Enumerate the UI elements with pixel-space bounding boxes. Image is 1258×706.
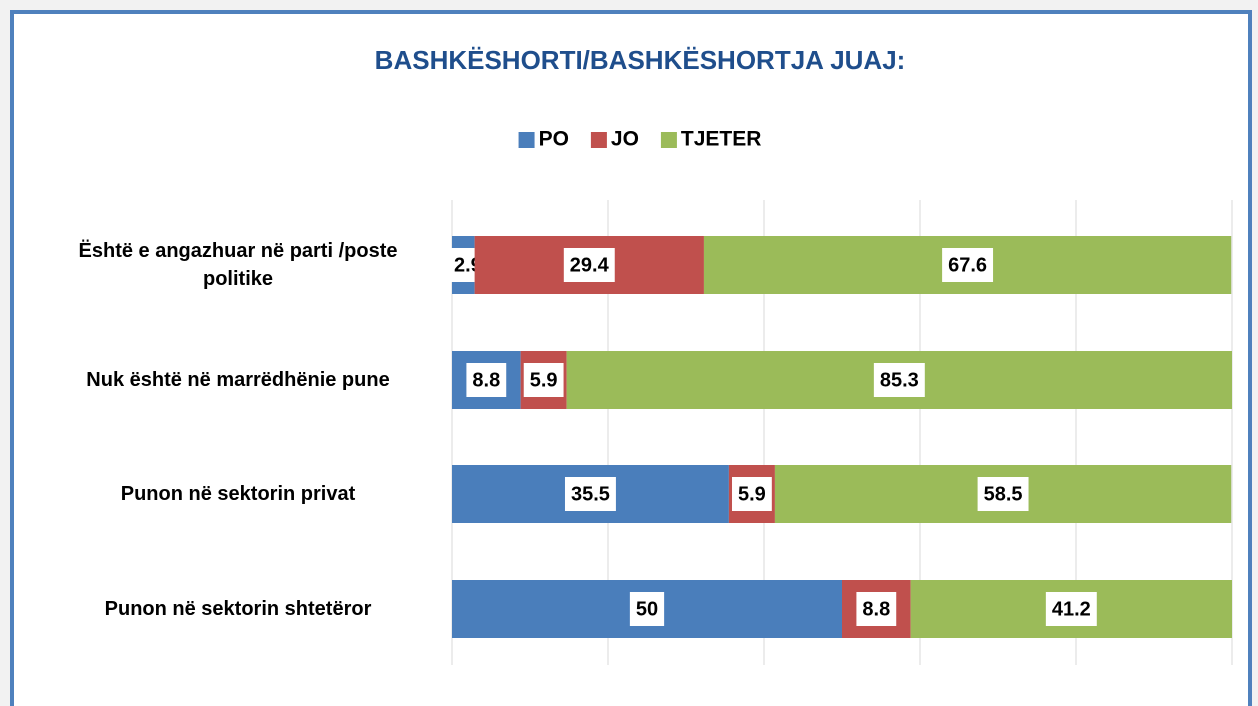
value-label-box bbox=[1045, 592, 1097, 626]
value-label: 35.5 bbox=[571, 483, 610, 505]
legend-swatch bbox=[660, 132, 677, 148]
value-label: 67.6 bbox=[948, 254, 987, 276]
value-label: 5.9 bbox=[530, 369, 558, 391]
category-label: Është e angazhuar në parti /poste politi… bbox=[78, 240, 398, 290]
legend-label: JO bbox=[611, 128, 639, 151]
category-label: Punon në sektorin privat bbox=[120, 483, 356, 505]
chart-title: BASHKËSHORTI/BASHKËSHORTJA JUAJ: bbox=[375, 45, 906, 75]
category-label: Nuk është në marrëdhënie pune bbox=[86, 369, 390, 391]
value-label-box bbox=[856, 592, 897, 626]
legend-label: PO bbox=[539, 128, 569, 151]
value-label: 85.3 bbox=[880, 369, 919, 391]
value-label: 41.2 bbox=[1052, 598, 1091, 620]
value-label: 5.9 bbox=[738, 483, 766, 505]
value-label-box bbox=[873, 363, 925, 397]
category-label: Punon në sektorin shtetëror bbox=[104, 598, 372, 620]
legend-label: TJETER bbox=[681, 128, 762, 151]
value-label: 50 bbox=[636, 598, 658, 620]
value-label: 8.8 bbox=[862, 598, 890, 620]
value-label-box bbox=[977, 477, 1029, 511]
value-label-box bbox=[942, 248, 994, 282]
legend-swatch bbox=[518, 132, 535, 148]
value-label-box bbox=[564, 477, 616, 511]
value-label-box bbox=[523, 363, 564, 397]
value-label: 8.8 bbox=[472, 369, 500, 391]
value-label-box bbox=[466, 363, 507, 397]
value-label: 29.4 bbox=[570, 254, 610, 276]
value-label-box bbox=[629, 592, 665, 626]
legend-swatch bbox=[590, 132, 607, 148]
value-label-box bbox=[732, 477, 772, 511]
value-label: 58.5 bbox=[984, 483, 1023, 505]
value-label-box bbox=[563, 248, 615, 282]
